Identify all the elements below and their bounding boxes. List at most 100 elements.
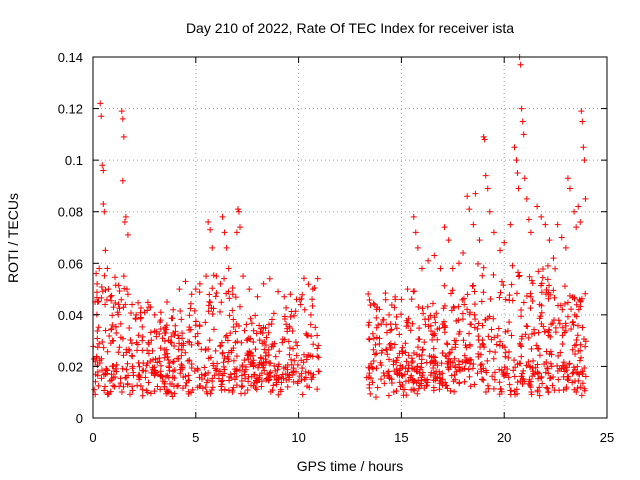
data-point — [366, 336, 373, 343]
data-point — [213, 273, 220, 280]
data-point — [252, 312, 259, 319]
data-point — [427, 322, 434, 329]
data-point — [250, 327, 257, 334]
data-point — [366, 384, 373, 391]
data-point — [495, 325, 502, 332]
data-point — [211, 372, 218, 379]
data-point — [563, 384, 570, 391]
data-point — [303, 332, 310, 339]
data-point — [575, 203, 582, 210]
data-point — [120, 304, 127, 311]
data-point — [236, 367, 243, 374]
data-point — [573, 369, 580, 376]
data-point — [491, 376, 498, 383]
data-point — [366, 370, 373, 377]
data-point — [474, 325, 481, 332]
data-point — [408, 364, 415, 371]
data-point — [235, 323, 242, 330]
data-point — [486, 348, 493, 355]
y-tick-label: 0.14 — [58, 50, 83, 65]
data-point — [466, 341, 473, 348]
data-point — [415, 385, 422, 392]
data-point — [534, 387, 541, 394]
data-point — [480, 133, 487, 140]
data-point — [369, 379, 376, 386]
data-point — [156, 355, 163, 362]
data-point — [547, 360, 554, 367]
data-point — [581, 364, 588, 371]
data-point — [182, 278, 189, 285]
y-tick-label: 0.08 — [58, 205, 83, 220]
data-point — [186, 326, 193, 333]
data-point — [164, 298, 171, 305]
data-point — [551, 294, 558, 301]
data-point — [463, 344, 470, 351]
data-point — [98, 284, 105, 291]
data-point — [497, 289, 504, 296]
data-point — [419, 305, 426, 312]
data-point — [135, 299, 142, 306]
data-point — [573, 336, 580, 343]
data-point — [457, 367, 464, 374]
data-point — [296, 373, 303, 380]
data-point — [265, 351, 272, 358]
data-point — [464, 193, 471, 200]
data-point — [168, 389, 175, 396]
data-point — [94, 335, 101, 342]
data-point — [408, 296, 415, 303]
data-point — [491, 334, 498, 341]
data-point — [232, 294, 239, 301]
data-point — [370, 358, 377, 365]
data-point — [538, 282, 545, 289]
data-point — [139, 333, 146, 340]
data-point — [175, 382, 182, 389]
data-point — [433, 310, 440, 317]
data-point — [117, 334, 124, 341]
data-point — [94, 328, 101, 335]
x-axis-title: GPS time / hours — [297, 458, 404, 474]
data-point — [115, 282, 122, 289]
data-point — [478, 298, 485, 305]
data-point — [220, 359, 227, 366]
data-point — [582, 338, 589, 345]
data-point — [424, 303, 431, 310]
data-point — [194, 365, 201, 372]
data-point — [217, 280, 224, 287]
data-point — [148, 337, 155, 344]
data-point — [461, 378, 468, 385]
data-point — [544, 262, 551, 269]
data-point — [577, 384, 584, 391]
data-point — [434, 326, 441, 333]
data-point — [413, 368, 420, 375]
data-point — [398, 311, 405, 318]
data-point — [557, 349, 564, 356]
data-point — [271, 362, 278, 369]
data-point — [535, 375, 542, 382]
data-point — [229, 291, 236, 298]
data-point — [299, 291, 306, 298]
data-point — [262, 342, 269, 349]
data-point — [119, 177, 126, 184]
data-point — [233, 382, 240, 389]
data-point — [441, 322, 448, 329]
data-point — [511, 144, 518, 151]
data-point — [300, 359, 307, 366]
data-point — [182, 349, 189, 356]
data-point — [382, 296, 389, 303]
data-point — [253, 330, 260, 337]
data-point — [393, 325, 400, 332]
data-point — [556, 320, 563, 327]
data-point — [247, 315, 254, 322]
data-point — [471, 301, 478, 308]
data-point — [277, 386, 284, 393]
data-point — [373, 324, 380, 331]
data-point — [147, 390, 154, 397]
data-point — [539, 274, 546, 281]
data-point — [118, 296, 125, 303]
data-point — [409, 358, 416, 365]
data-point — [465, 366, 472, 373]
data-point — [461, 352, 468, 359]
data-point — [513, 157, 520, 164]
data-point — [425, 257, 432, 264]
data-point — [194, 366, 201, 373]
